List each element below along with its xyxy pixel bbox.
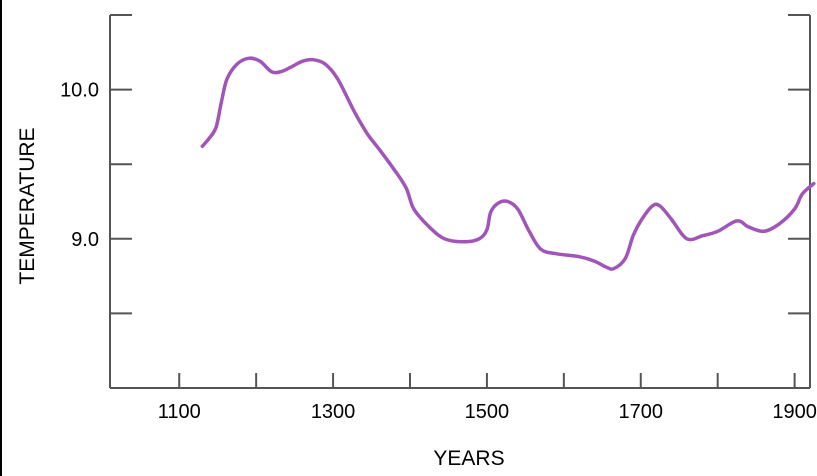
tick-labels-layer: 9.0 10.0 1100 1300 1500 1700 1900 — [60, 80, 817, 423]
ticks-layer — [110, 88, 810, 388]
y-axis-title: TEMPERATURE — [16, 127, 39, 284]
series-layer — [200, 56, 816, 271]
left-border-line — [0, 0, 2, 476]
axes-layer — [109, 14, 811, 389]
temperature-series-line — [200, 56, 816, 271]
x-axis-title: YEARS — [433, 447, 504, 470]
x-tick-label: 1100 — [158, 401, 201, 423]
x-tick-label: 1900 — [772, 401, 817, 423]
y-tick-label: 10.0 — [60, 80, 99, 102]
x-tick-label: 1300 — [311, 401, 356, 423]
x-tick-label: 1700 — [619, 401, 664, 423]
x-tick-label: 1500 — [465, 401, 510, 423]
y-tick-label: 9.0 — [71, 229, 99, 251]
